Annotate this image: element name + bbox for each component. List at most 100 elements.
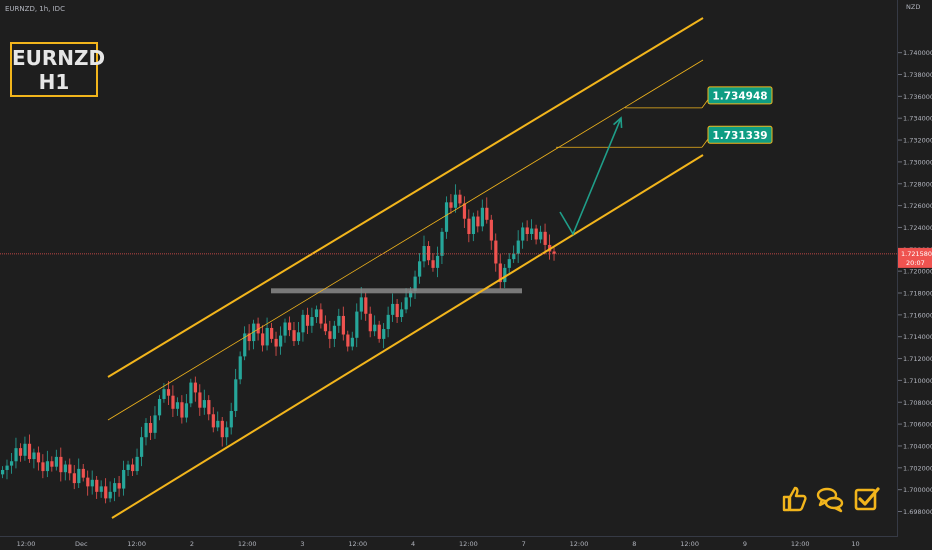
target-label-box — [707, 125, 773, 144]
candle-body — [144, 423, 148, 438]
x-tick-label: 3 — [300, 540, 304, 548]
candle-body — [373, 324, 377, 332]
candle-body — [32, 452, 36, 460]
candle-body — [157, 398, 162, 416]
candle-body — [440, 231, 444, 256]
candle-body — [552, 251, 556, 254]
candle-body — [386, 314, 390, 330]
support-zone — [271, 288, 522, 294]
y-tick-label: 1.732000 — [903, 137, 932, 145]
candle-body — [543, 231, 547, 245]
candle-body — [435, 255, 440, 268]
candle-body — [364, 297, 368, 314]
x-tick-label: 12:00 — [348, 540, 367, 548]
candle-body — [252, 323, 256, 342]
candles — [1, 184, 556, 504]
x-tick-label: 12:00 — [570, 540, 589, 548]
y-tick-label: 1.738000 — [903, 71, 932, 79]
y-tick-label: 1.706000 — [903, 421, 932, 429]
candle-body — [310, 317, 314, 326]
projection-arrowhead — [613, 116, 623, 129]
x-tick-label: Dec — [75, 540, 88, 548]
x-tick-label: 12:00 — [238, 540, 257, 548]
symbol-header: EURNZD, 1h, IDC — [5, 5, 65, 13]
candle-body — [23, 443, 27, 456]
channel-mid — [107, 59, 704, 421]
candle-body — [503, 267, 507, 283]
candle-body — [489, 219, 493, 241]
candle-body — [391, 303, 395, 315]
candle-body — [462, 203, 467, 219]
y-tick-label: 1.698000 — [903, 508, 932, 516]
candle-body — [301, 314, 305, 333]
y-tick-label: 1.712000 — [903, 355, 932, 363]
candle-body — [413, 276, 417, 291]
candle-body — [175, 402, 180, 409]
candle-body — [498, 263, 502, 283]
candle-body — [261, 333, 265, 346]
candle-body — [211, 414, 215, 428]
thumbs-up-icon[interactable] — [780, 484, 810, 514]
candle-body — [341, 315, 345, 335]
candle-body — [409, 290, 413, 298]
candle-body — [332, 325, 337, 339]
candle-body — [512, 253, 516, 260]
candle-body — [229, 410, 233, 428]
candle-body — [50, 461, 54, 467]
candle-body — [426, 246, 431, 261]
candle-body — [359, 297, 363, 312]
candle-body — [90, 479, 94, 487]
y-tick-label: 1.720000 — [903, 268, 932, 276]
y-tick-label: 1.728000 — [903, 180, 932, 188]
candle-body — [162, 389, 166, 399]
current-price-tag — [898, 247, 932, 268]
candle-body — [1, 469, 5, 475]
drawings: 1.734948 1.731339 — [0, 17, 898, 519]
candle-body — [270, 327, 274, 339]
candle-body — [404, 297, 408, 310]
candle-body — [449, 202, 453, 208]
candle-body — [480, 207, 484, 227]
candle-body — [287, 322, 292, 331]
candle-body — [355, 311, 359, 338]
candle-body — [305, 314, 310, 326]
candle-body — [444, 202, 449, 232]
candle-body — [171, 395, 175, 409]
comments-icon[interactable] — [815, 484, 845, 514]
candle-body — [395, 303, 399, 318]
y-tick-label: 1.740000 — [903, 49, 932, 57]
candle-body — [225, 427, 229, 438]
candle-body — [166, 389, 171, 396]
y-tick-label: 1.714000 — [903, 333, 932, 341]
time-axis: 12:00 Dec 12:00 2 12:00 3 12:00 4 12:00 7 12:00 8 12… — [0, 536, 932, 550]
target-label: 1.731339 — [712, 130, 767, 142]
candle-body — [530, 228, 534, 235]
candle-body — [400, 309, 404, 318]
candle-body — [368, 313, 372, 332]
candle-body — [525, 227, 529, 235]
candle-body — [256, 323, 260, 334]
candle-body — [238, 356, 242, 380]
y-tick-label: 1.702000 — [903, 464, 932, 472]
candle-body — [27, 443, 32, 460]
candle-body — [108, 491, 112, 499]
candle-body — [279, 335, 283, 347]
candle-body — [337, 315, 341, 326]
candle-body — [36, 452, 41, 463]
projection-arrow — [559, 117, 622, 236]
candle-body — [131, 464, 135, 472]
candle-body — [140, 437, 144, 457]
checkbox-icon[interactable] — [852, 484, 882, 514]
x-tick-label: 12:00 — [17, 540, 36, 548]
time-axis-bg — [0, 536, 932, 550]
candle-body — [467, 218, 471, 235]
candle-body — [377, 324, 381, 339]
candle-body — [193, 382, 198, 393]
candle-body — [126, 464, 130, 470]
candle-body — [77, 468, 81, 484]
y-tick-label: 1.726000 — [903, 202, 932, 210]
candle-body — [534, 228, 538, 240]
x-tick-label: 12:00 — [459, 540, 478, 548]
